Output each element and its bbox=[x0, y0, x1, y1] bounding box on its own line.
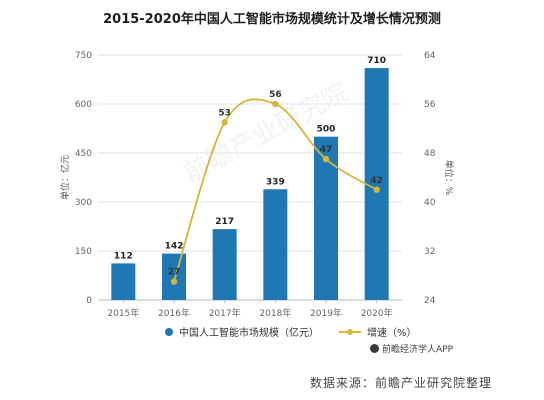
brand-credit: 前瞻经济学人APP bbox=[370, 342, 453, 355]
line-point bbox=[221, 119, 228, 126]
y-tick-label: 150 bbox=[75, 247, 92, 257]
y2-tick-label: 24 bbox=[424, 296, 436, 306]
bar-value-label: 217 bbox=[215, 217, 234, 227]
x-tick-label: 2018年 bbox=[259, 307, 291, 319]
bar bbox=[162, 253, 186, 300]
legend-item-bar: 中国人工智能市场规模（亿元） bbox=[165, 324, 319, 339]
y2-tick-label: 48 bbox=[424, 149, 436, 159]
brand-logo-icon bbox=[370, 344, 379, 353]
bar-value-label: 142 bbox=[165, 242, 184, 252]
bar bbox=[364, 68, 389, 300]
growth-line bbox=[173, 98, 378, 282]
y2-tick-label: 40 bbox=[424, 198, 436, 208]
bar bbox=[111, 263, 136, 300]
bar bbox=[314, 136, 338, 300]
bar-value-label: 339 bbox=[266, 177, 285, 187]
y2-tick-label: 32 bbox=[424, 247, 435, 257]
x-tick-label: 2017年 bbox=[209, 307, 241, 319]
right-axis-ticks: 24 32 40 48 56 64 bbox=[424, 51, 436, 306]
x-tick-label: 2019年 bbox=[310, 307, 342, 319]
x-tick-label: 2020年 bbox=[361, 307, 393, 319]
line-value-label: 56 bbox=[269, 90, 282, 100]
line-point bbox=[272, 100, 279, 108]
line-value-label: 53 bbox=[218, 108, 231, 118]
x-tick-label: 2015年 bbox=[107, 307, 139, 319]
line-series: 27 53 56 47 42 bbox=[168, 90, 383, 285]
bar-value-label: 500 bbox=[317, 125, 336, 135]
legend-item-line: 增速（%） bbox=[339, 324, 417, 339]
brand-text: 前瞻经济学人APP bbox=[382, 345, 454, 355]
y-tick-label: 600 bbox=[75, 100, 92, 110]
legend: 中国人工智能市场规模（亿元） 增速（%） bbox=[165, 324, 437, 339]
y-tick-label: 750 bbox=[75, 51, 92, 61]
y-tick-label: 0 bbox=[86, 296, 92, 306]
line-point bbox=[170, 278, 178, 285]
line-value-label: 42 bbox=[370, 176, 383, 186]
bar-series: 112 142 217 339 500 710 bbox=[111, 56, 389, 300]
legend-line-swatch-icon bbox=[339, 328, 361, 336]
y2-tick-label: 64 bbox=[424, 51, 436, 61]
line-value-label: 27 bbox=[168, 268, 181, 278]
y2-tick-label: 56 bbox=[424, 100, 436, 110]
gridlines bbox=[98, 54, 402, 301]
legend-line-label: 增速（%） bbox=[367, 328, 417, 339]
bar-value-label: 710 bbox=[367, 56, 386, 66]
y-tick-label: 450 bbox=[75, 149, 92, 159]
line-value-label: 47 bbox=[320, 145, 333, 155]
left-axis-ticks: 0 150 300 450 600 750 bbox=[75, 51, 92, 306]
line-point bbox=[373, 186, 380, 193]
chart-title: 2015-2020年中国人工智能市场规模统计及增长情况预测 bbox=[103, 12, 441, 27]
bar-value-label: 112 bbox=[114, 251, 133, 261]
legend-bar-swatch-icon bbox=[165, 327, 173, 336]
legend-bar-label: 中国人工智能市场规模（亿元） bbox=[179, 328, 319, 339]
right-axis-label: 单位：% bbox=[443, 160, 455, 196]
x-axis-ticks: 2015年 2016年 2017年 2018年 2019年 2020年 bbox=[107, 300, 393, 319]
bar bbox=[212, 229, 237, 300]
left-axis-label: 单位：亿元 bbox=[59, 155, 71, 200]
data-source: 数据来源：前瞻产业研究院整理 bbox=[309, 376, 492, 390]
x-tick-label: 2016年 bbox=[158, 307, 190, 319]
y-tick-label: 300 bbox=[75, 198, 92, 208]
bar bbox=[263, 189, 288, 300]
line-point bbox=[322, 155, 330, 163]
